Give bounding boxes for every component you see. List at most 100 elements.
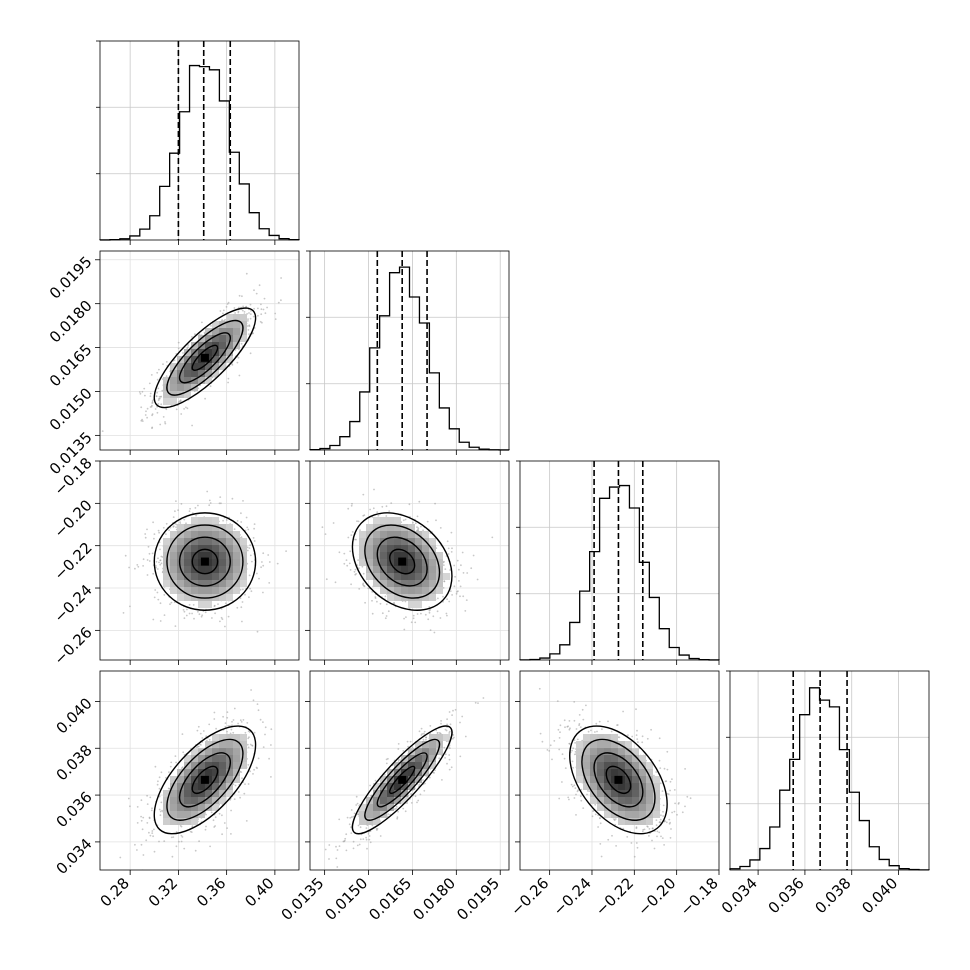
density-cell <box>408 538 415 545</box>
sample-point <box>250 310 252 312</box>
density-cell <box>184 531 191 538</box>
density-cell <box>205 349 212 356</box>
sample-point <box>237 356 240 359</box>
contour-line <box>191 548 219 575</box>
density-cell <box>177 531 184 538</box>
density-content <box>100 671 299 870</box>
sample-point <box>161 389 164 392</box>
density-cell <box>240 734 247 741</box>
sample-point <box>260 308 263 311</box>
sample-point <box>429 608 431 611</box>
sample-point <box>182 352 184 354</box>
sample-point <box>425 736 428 739</box>
sample-point <box>354 538 356 541</box>
sample-point <box>372 507 375 510</box>
sample-point <box>146 822 149 824</box>
sample-point <box>404 600 407 603</box>
sample-point <box>233 707 236 710</box>
sample-point <box>236 606 239 609</box>
density-content <box>310 461 509 660</box>
density-cell <box>212 797 219 804</box>
density-cell <box>387 538 394 545</box>
sample-point <box>359 529 361 531</box>
sample-point <box>153 596 156 599</box>
sample-point <box>172 836 175 838</box>
density-cell <box>205 552 212 559</box>
density-cell <box>212 517 219 524</box>
sample-point <box>162 526 165 529</box>
sample-point <box>162 416 165 418</box>
density-cell <box>170 776 177 783</box>
density-cell <box>205 797 212 804</box>
sample-point <box>174 523 177 525</box>
sample-point <box>428 606 431 608</box>
sample-point <box>158 776 161 779</box>
sample-point <box>373 488 375 491</box>
sample-point <box>262 552 265 555</box>
density-cell <box>240 755 247 762</box>
density-cell <box>205 538 212 545</box>
density-cell <box>184 818 191 825</box>
sample-point <box>218 812 221 815</box>
sample-point <box>150 374 153 376</box>
contour-line <box>166 524 244 599</box>
contour-line <box>178 752 231 808</box>
density-peak <box>200 557 209 566</box>
density-cell <box>380 587 387 594</box>
density-cell <box>422 587 429 594</box>
density-cell <box>170 797 177 804</box>
density-cell <box>373 531 380 538</box>
sample-point <box>356 844 359 847</box>
sample-point <box>347 507 350 510</box>
density-cell <box>233 566 240 573</box>
sample-point <box>457 590 459 593</box>
density-cell <box>212 734 219 741</box>
density-cell <box>177 573 184 580</box>
sample-point <box>242 305 245 308</box>
sample-point <box>354 573 357 576</box>
density-cell <box>170 377 177 384</box>
sample-point <box>136 822 139 824</box>
sample-point <box>142 854 145 856</box>
density-cell <box>205 748 212 755</box>
density-cell <box>429 559 436 566</box>
sample-point <box>263 297 266 300</box>
density-cell <box>394 538 401 545</box>
sample-point <box>385 762 388 765</box>
sample-point <box>165 522 168 525</box>
sample-point <box>444 568 447 570</box>
sample-point <box>350 809 353 811</box>
histogram-steps <box>729 687 930 871</box>
density-cell <box>184 391 191 398</box>
sample-point <box>148 817 151 820</box>
density-cell <box>219 790 226 797</box>
density-cell <box>233 748 240 755</box>
sample-point <box>209 385 212 388</box>
density-cell <box>177 363 184 370</box>
sample-point <box>240 606 243 609</box>
sample-point <box>237 722 240 725</box>
sample-point <box>224 726 227 728</box>
sample-point <box>470 567 473 570</box>
density-cell <box>219 573 226 580</box>
panel-frame <box>729 670 930 871</box>
density-cell <box>205 370 212 377</box>
density-cell <box>401 580 408 587</box>
density-cell <box>240 566 247 573</box>
sample-point <box>213 718 216 720</box>
sample-point <box>172 525 175 527</box>
sample-point <box>211 617 213 619</box>
sample-point <box>452 709 454 712</box>
density-cell <box>415 587 422 594</box>
sample-point <box>396 816 399 819</box>
sample-point <box>447 740 450 743</box>
sample-point <box>466 572 469 574</box>
sample-point <box>355 795 358 798</box>
sample-point <box>249 554 252 557</box>
sample-point <box>343 552 346 555</box>
density-cell <box>233 573 240 580</box>
sample-point <box>345 833 348 836</box>
sample-point <box>335 845 337 848</box>
density-cell <box>429 594 436 601</box>
panel-frame <box>99 250 300 451</box>
